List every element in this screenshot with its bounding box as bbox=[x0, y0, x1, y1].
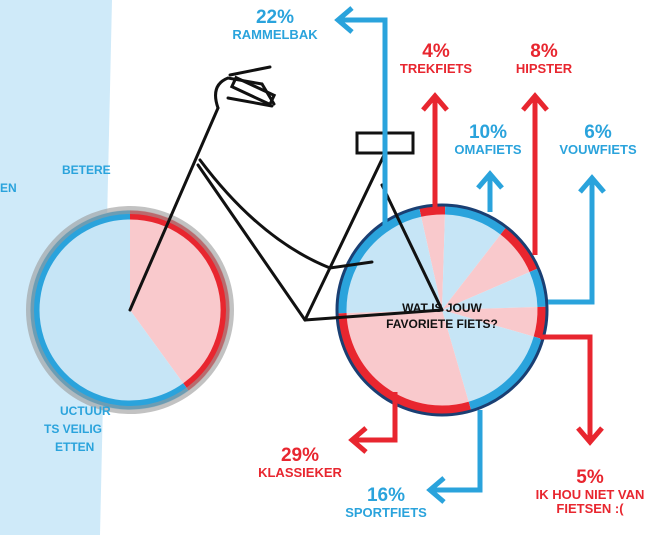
slice-label: 5% IK HOU NIET VAN FIETSEN :( bbox=[530, 468, 650, 515]
side-text: TS VEILIG bbox=[44, 422, 103, 436]
category-label: SPORTFIETS bbox=[345, 504, 427, 520]
pie-rim-arc bbox=[30, 210, 189, 410]
value-label: 29% bbox=[280, 445, 320, 466]
pie-rim-arc bbox=[129, 210, 230, 391]
side-text: UCTUUR bbox=[60, 404, 111, 418]
category-label: IK HOU NIET VAN FIETSEN :( bbox=[535, 486, 645, 516]
side-text: EN bbox=[0, 181, 17, 195]
pie-rim-arc bbox=[337, 313, 472, 415]
value-label: 4% bbox=[422, 41, 450, 62]
pie-slice bbox=[336, 207, 442, 314]
slice-label: 6% VOUWFIETS bbox=[559, 123, 636, 157]
category-label: OMAFIETS bbox=[454, 141, 522, 157]
slice-label: 22% RAMMELBAK bbox=[232, 8, 317, 42]
slice-label: 10% OMAFIETS bbox=[454, 123, 521, 157]
slice-label: 4% TREKFIETS bbox=[400, 42, 472, 76]
pie-slice bbox=[442, 306, 548, 340]
pie-slice bbox=[29, 210, 189, 410]
value-label: 16% bbox=[366, 485, 406, 506]
pie-slice bbox=[442, 227, 539, 310]
category-label: VOUWFIETS bbox=[559, 141, 637, 157]
side-text: ETTEN bbox=[55, 440, 95, 454]
pie-rim-arc bbox=[529, 268, 547, 308]
category-label: HIPSTER bbox=[515, 60, 573, 76]
category-label: TREKFIETS bbox=[399, 60, 473, 76]
wheel-rim bbox=[26, 206, 234, 414]
pie-rim-arc bbox=[419, 205, 446, 217]
value-label: 5% bbox=[576, 467, 604, 488]
pie-slice bbox=[442, 310, 543, 411]
pie-rim-arc bbox=[533, 306, 547, 340]
pie-slice bbox=[337, 310, 472, 415]
slice-label: 16% SPORTFIETS bbox=[345, 486, 427, 520]
category-label: RAMMELBAK bbox=[232, 26, 318, 42]
category-label: KLASSIEKER bbox=[258, 464, 342, 480]
leader-lines bbox=[334, 6, 606, 504]
slice-label: 8% HIPSTER bbox=[516, 42, 572, 76]
value-label: 8% bbox=[530, 41, 558, 62]
slice-label: 29% KLASSIEKER bbox=[258, 446, 342, 480]
pie-slice bbox=[442, 205, 507, 310]
pie-rim-arc bbox=[500, 227, 538, 273]
pie-rim-arc bbox=[337, 208, 422, 314]
pie-slice bbox=[442, 268, 547, 310]
wheel-rim bbox=[335, 203, 549, 417]
bike-frame bbox=[128, 65, 444, 322]
pie-title: WAT IS JOUW FAVORIETE FIETS? bbox=[386, 300, 498, 331]
pie-rim-arc bbox=[468, 336, 543, 411]
value-label: 10% bbox=[468, 122, 508, 143]
side-text: BETERE bbox=[62, 163, 111, 177]
value-label: 22% bbox=[255, 7, 295, 28]
pie-slice bbox=[419, 204, 446, 310]
value-label: 6% bbox=[584, 122, 612, 143]
pie-rim-arc bbox=[444, 205, 507, 235]
